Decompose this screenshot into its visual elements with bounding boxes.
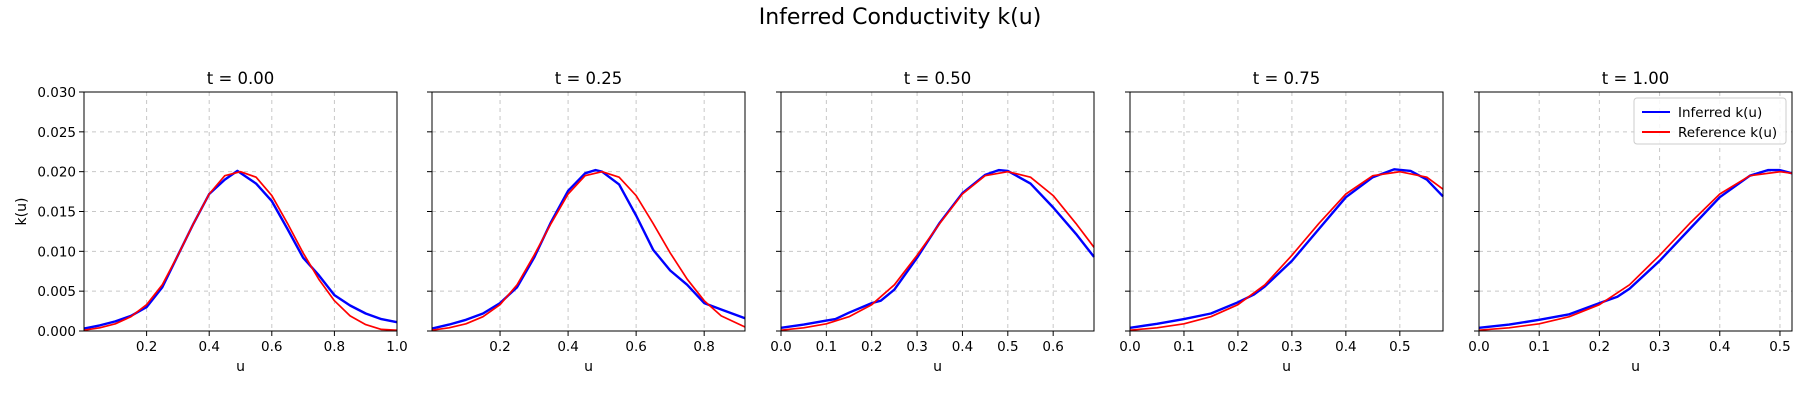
y-tick-label: 0.010 <box>37 244 76 260</box>
legend-label-reference: Reference k(u) <box>1678 125 1777 141</box>
y-tick-label: 0.000 <box>37 324 76 340</box>
x-tick-label: 0.4 <box>1709 339 1730 355</box>
series-line-reference <box>1478 170 1793 332</box>
chart-panel-2: 0.2 0.4 0.6 0.8 t = 0.25 u <box>427 69 746 375</box>
y-tick-label: 0.015 <box>37 205 76 221</box>
panel-title: t = 0.25 <box>555 69 623 88</box>
x-tick-label: 0.1 <box>1173 339 1194 355</box>
x-tick-label: 0.3 <box>1281 339 1302 355</box>
x-tick-label: 0.4 <box>1335 339 1356 355</box>
legend: Inferred k(u) Reference k(u) <box>1633 97 1787 145</box>
x-tick-label: 0.2 <box>136 339 157 355</box>
x-tick-label: 0.8 <box>693 339 714 355</box>
x-tick-label: 0.2 <box>1589 339 1610 355</box>
series-line-inferred <box>431 168 746 330</box>
figure-title: Inferred Conductivity k(u) <box>759 5 1042 30</box>
series-line-reference <box>83 170 398 332</box>
chart-panel-1: 0.2 0.4 0.6 0.8 1.0 0.000 0.005 0.010 0.015 0.020… <box>14 69 408 375</box>
x-tick-label: 0.4 <box>557 339 578 355</box>
x-tick-label: 0.5 <box>997 339 1018 355</box>
panel-title: t = 1.00 <box>1602 69 1670 88</box>
series-line-reference <box>780 170 1095 332</box>
y-tick-label: 0.020 <box>37 165 76 181</box>
x-tick-label: 0.8 <box>324 339 345 355</box>
x-tick-label: 0.0 <box>1468 339 1489 355</box>
x-axis-label: u <box>584 359 593 375</box>
x-tick-label: 0.4 <box>198 339 219 355</box>
x-tick-label: 0.6 <box>261 339 282 355</box>
chart-panel-4: 0.0 0.1 0.2 0.3 0.4 0.5 t = 0.75 u <box>1119 69 1444 375</box>
x-tick-label: 0.0 <box>1119 339 1140 355</box>
x-tick-label: 0.3 <box>906 339 927 355</box>
y-tick-label: 0.030 <box>37 85 76 101</box>
series-line-reference <box>1129 170 1444 332</box>
y-tick-label: 0.025 <box>37 125 76 141</box>
x-axis-label: u <box>236 359 245 375</box>
series-line-inferred <box>780 168 1095 329</box>
x-axis-label: u <box>1282 359 1291 375</box>
x-tick-label: 0.1 <box>1528 339 1549 355</box>
panel-title: t = 0.50 <box>904 69 972 88</box>
x-axis-label: u <box>933 359 942 375</box>
series-line-inferred <box>1478 168 1793 329</box>
x-tick-label: 0.6 <box>625 339 646 355</box>
panel-title: t = 0.00 <box>207 69 275 88</box>
series-line-inferred <box>83 169 398 330</box>
panel-title: t = 0.75 <box>1253 69 1321 88</box>
series-line-reference <box>431 170 746 332</box>
x-axis-label: u <box>1631 359 1640 375</box>
x-tick-label: 0.2 <box>489 339 510 355</box>
x-tick-label: 0.6 <box>1042 339 1063 355</box>
x-tick-label: 0.5 <box>1389 339 1410 355</box>
x-tick-label: 0.3 <box>1649 339 1670 355</box>
x-tick-label: 1.0 <box>386 339 407 355</box>
x-tick-label: 0.2 <box>861 339 882 355</box>
chart-panel-5: 0.0 0.1 0.2 0.3 0.4 0.5 t = 1.00 u <box>1468 69 1793 375</box>
chart-panel-3: 0.0 0.1 0.2 0.3 0.4 0.5 0.6 t = 0.50 u <box>770 69 1095 375</box>
legend-label-inferred: Inferred k(u) <box>1678 105 1762 121</box>
y-tick-label: 0.005 <box>37 284 76 300</box>
x-tick-label: 0.4 <box>952 339 973 355</box>
x-tick-label: 0.2 <box>1227 339 1248 355</box>
x-tick-label: 0.5 <box>1769 339 1790 355</box>
x-tick-label: 0.0 <box>770 339 791 355</box>
x-tick-label: 0.1 <box>816 339 837 355</box>
y-axis-label: k(u) <box>14 198 30 226</box>
series-line-inferred <box>1129 168 1444 329</box>
legend-box <box>1633 97 1787 145</box>
